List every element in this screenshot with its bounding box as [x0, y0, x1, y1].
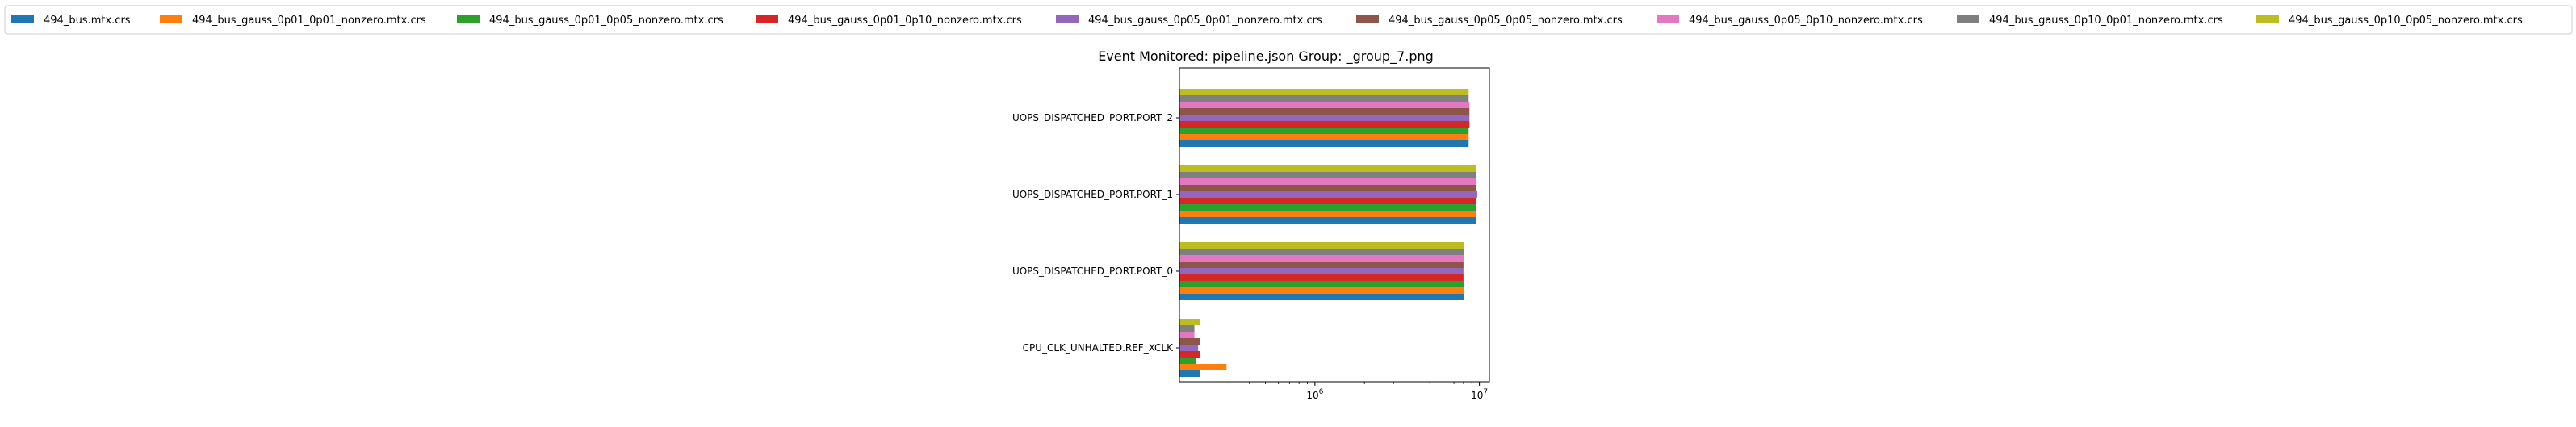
bar-uops-dispatched-port-port-2-2: [1179, 134, 1469, 140]
axes: CPU_CLK_UNHALTED.REF_XCLK UOPS_DISPATCHED…: [1012, 67, 1490, 401]
bar-uops-dispatched-port-port-2-8: [1179, 95, 1469, 102]
x-tick-label-1: 106: [1306, 388, 1323, 401]
plot-frame: [1179, 67, 1490, 383]
legend-label-6: 494_bus_gauss_0p05_0p05_nonzero.mtx.crs: [1389, 15, 1623, 27]
legend-swatch-8: [1957, 15, 1979, 23]
legend: 494_bus.mtx.crs 494_bus_gauss_0p01_0p01_n…: [4, 5, 2573, 35]
bar-uops-dispatched-port-port-0-4: [1179, 274, 1464, 281]
legend-label-5: 494_bus_gauss_0p05_0p01_nonzero.mtx.crs: [1088, 15, 1322, 27]
bar-uops-dispatched-port-port-1-4: [1179, 198, 1477, 204]
legend-label-9: 494_bus_gauss_0p10_0p05_nonzero.mtx.crs: [2289, 15, 2523, 27]
bar-cpu-clk-unhalted-ref-xclk-9: [1179, 319, 1200, 325]
bar-uops-dispatched-port-port-1-8: [1179, 172, 1477, 178]
y-tick-label-uops-dispatched-port-port-2: UOPS_DISPATCHED_PORT.PORT_2: [1012, 112, 1173, 123]
bar-uops-dispatched-port-port-0-9: [1179, 242, 1464, 249]
bar-cpu-clk-unhalted-ref-xclk-7: [1179, 332, 1195, 338]
bar-uops-dispatched-port-port-2-5: [1179, 115, 1470, 121]
bar-uops-dispatched-port-port-1-5: [1179, 191, 1477, 198]
bar-uops-dispatched-port-port-0-5: [1179, 268, 1464, 274]
legend-frame: [4, 5, 2573, 35]
legend-label-7: 494_bus_gauss_0p05_0p10_nonzero.mtx.crs: [1689, 15, 1923, 27]
bar-uops-dispatched-port-port-0-1: [1179, 294, 1464, 300]
y-tick-label-uops-dispatched-port-port-0: UOPS_DISPATCHED_PORT.PORT_0: [1012, 266, 1173, 277]
bar-cpu-clk-unhalted-ref-xclk-4: [1179, 351, 1200, 358]
bar-uops-dispatched-port-port-2-9: [1179, 89, 1469, 95]
legend-label-2: 494_bus_gauss_0p01_0p01_nonzero.mtx.crs: [192, 15, 426, 27]
x-tick-label-2: 107: [1471, 388, 1488, 401]
bar-uops-dispatched-port-port-0-6: [1179, 262, 1464, 268]
legend-swatch-9: [2256, 15, 2279, 23]
bar-uops-dispatched-port-port-1-6: [1179, 185, 1477, 191]
bar-uops-dispatched-port-port-1-3: [1179, 204, 1477, 211]
bar-uops-dispatched-port-port-1-7: [1179, 178, 1477, 185]
legend-label-1: 494_bus.mtx.crs: [44, 15, 131, 27]
y-tick-label-cpu-clk-unhalted-ref-xclk: CPU_CLK_UNHALTED.REF_XCLK: [1023, 342, 1175, 354]
y-tick-label-uops-dispatched-port-port-1: UOPS_DISPATCHED_PORT.PORT_1: [1012, 189, 1173, 200]
bar-cpu-clk-unhalted-ref-xclk-3: [1179, 358, 1196, 364]
bar-group: [1179, 89, 1477, 377]
bar-uops-dispatched-port-port-2-7: [1179, 102, 1470, 108]
legend-label-4: 494_bus_gauss_0p01_0p10_nonzero.mtx.crs: [788, 15, 1022, 27]
legend-swatch-6: [1356, 15, 1379, 23]
bar-uops-dispatched-port-port-1-1: [1179, 217, 1477, 224]
legend-label-3: 494_bus_gauss_0p01_0p05_nonzero.mtx.crs: [489, 15, 723, 27]
legend-swatch-7: [1657, 15, 1679, 23]
bar-uops-dispatched-port-port-0-2: [1179, 287, 1464, 294]
legend-swatch-3: [457, 15, 480, 23]
bar-uops-dispatched-port-port-0-7: [1179, 255, 1464, 262]
bar-uops-dispatched-port-port-2-6: [1179, 108, 1470, 115]
legend-label-8: 494_bus_gauss_0p10_0p01_nonzero.mtx.crs: [1989, 15, 2223, 27]
bar-uops-dispatched-port-port-0-8: [1179, 249, 1464, 255]
bar-uops-dispatched-port-port-1-9: [1179, 165, 1477, 172]
bar-cpu-clk-unhalted-ref-xclk-8: [1179, 325, 1195, 332]
bar-uops-dispatched-port-port-2-3: [1179, 128, 1469, 134]
legend-swatch-2: [160, 15, 182, 23]
bar-cpu-clk-unhalted-ref-xclk-1: [1179, 370, 1200, 377]
bar-uops-dispatched-port-port-1-2: [1179, 211, 1477, 217]
legend-swatch-4: [756, 15, 778, 23]
bar-cpu-clk-unhalted-ref-xclk-6: [1179, 338, 1200, 345]
chart-title: Event Monitored: pipeline.json Group: _g…: [1098, 48, 1434, 65]
bar-cpu-clk-unhalted-ref-xclk-2: [1179, 364, 1227, 370]
bar-uops-dispatched-port-port-2-4: [1179, 121, 1470, 128]
bar-cpu-clk-unhalted-ref-xclk-5: [1179, 345, 1199, 351]
legend-swatch-1: [11, 15, 34, 23]
bar-uops-dispatched-port-port-2-1: [1179, 140, 1469, 147]
bar-uops-dispatched-port-port-0-3: [1179, 281, 1464, 287]
legend-swatch-5: [1056, 15, 1079, 23]
